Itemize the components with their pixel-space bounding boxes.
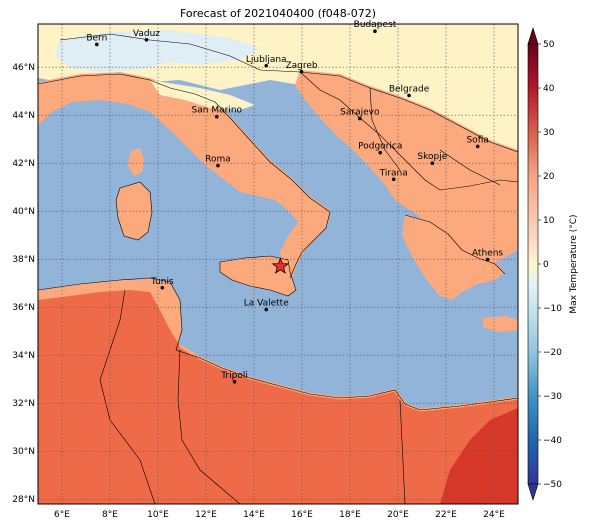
europe-cool-region [38, 24, 518, 190]
lon-tick-label: 6°E [54, 510, 70, 520]
colorbar-tick-label: −50 [543, 480, 562, 490]
lon-tick-label: 20°E [387, 510, 409, 520]
city-label: Sofia [466, 135, 488, 145]
city-dot [144, 38, 149, 42]
city-dot [391, 177, 396, 182]
colorbar-top-arrow [527, 26, 539, 45]
lat-tick-label: 42°N [12, 159, 35, 169]
star-marker-shape [271, 257, 290, 274]
city-dot [232, 380, 237, 384]
city-label: Tirana [379, 168, 408, 178]
city-label: Podgorica [358, 142, 402, 152]
city-dot [373, 29, 377, 33]
city-label: Roma [205, 155, 231, 165]
lat-tick-label: 36°N [12, 303, 35, 313]
colorbar-ticks: 50 40 30 20 10 0 −10 −20 −30 −40 −50 [538, 40, 562, 490]
alps-cold-region [55, 30, 260, 72]
city-dot [264, 307, 269, 312]
colorbar-tick-label: 20 [543, 172, 555, 182]
greece [402, 215, 505, 300]
colorbar-bottom-arrow [527, 483, 539, 502]
city-dot [430, 161, 435, 165]
lat-tick-label: 46°N [12, 63, 35, 73]
balkans-warm [295, 70, 518, 270]
lat-tick-label: 32°N [12, 399, 35, 409]
city-label: Zagreb [285, 61, 317, 71]
colorbar-tick-label: 30 [543, 128, 555, 138]
colorbar-tick-label: −30 [543, 392, 562, 402]
axis-ticks: 6°E 8°E 10°E 12°E 14°E 16°E 18°E 20°E 22°E 24°E 46… [12, 63, 505, 520]
city-dot [475, 144, 480, 149]
graticule [38, 24, 518, 504]
lon-tick-label: 8°E [102, 510, 118, 520]
lat-tick-label: 38°N [12, 255, 35, 265]
map-frame [37, 23, 519, 505]
city-label: Tripoli [220, 371, 248, 381]
city-dot [358, 116, 362, 121]
city-label: Vaduz [133, 29, 160, 39]
city-label: Tunis [150, 277, 174, 287]
city-dot [216, 163, 220, 168]
city-label: Bern [86, 33, 107, 43]
lat-tick-label: 28°N [12, 495, 35, 505]
city-dot [407, 93, 411, 98]
city-dot [485, 257, 490, 262]
city-dot [378, 150, 383, 155]
city-dot [299, 69, 304, 74]
crete [482, 316, 518, 332]
lon-tick-label: 16°E [291, 510, 313, 520]
map-title: Forecast of 2021040400 (f048-072) [179, 7, 377, 20]
city-label: Ljubljana [246, 55, 287, 65]
city-label: Athens [472, 249, 503, 259]
lon-tick-label: 14°E [243, 510, 265, 520]
lon-tick-label: 10°E [147, 510, 169, 520]
colorbar-bar [527, 43, 539, 485]
lon-tick-label: 22°E [435, 510, 457, 520]
colorbar-tick-label: 10 [543, 216, 555, 226]
lat-tick-label: 34°N [12, 351, 35, 361]
lon-tick-label: 24°E [483, 510, 505, 520]
lat-tick-label: 44°N [12, 111, 35, 121]
city-dot [160, 285, 165, 290]
po-valley-cool [150, 80, 255, 110]
city-label: Sarajevo [340, 108, 380, 118]
city-dot [95, 42, 99, 47]
egypt-very-hot [440, 408, 518, 504]
colorbar-tick-label: 0 [543, 260, 549, 270]
lat-tick-label: 40°N [12, 207, 35, 217]
city-label: San Marino [192, 106, 243, 116]
lat-tick-label: 30°N [12, 447, 35, 457]
city-label: Skopje [417, 152, 447, 162]
lon-tick-label: 12°E [195, 510, 217, 520]
colorbar-tick-label: −10 [543, 304, 562, 314]
star-marker [271, 257, 290, 274]
colorbar-tick-label: −40 [543, 436, 562, 446]
city-label: Belgrade [389, 85, 430, 95]
country-borders [38, 33, 518, 504]
city-label: Budapest [354, 20, 397, 30]
italy-balkans-warm [38, 72, 330, 278]
colorbar: 50 40 30 20 10 0 −10 −20 −30 −40 −50 Max Temperatu… [527, 26, 579, 502]
colorbar-label: Max Temperature (°C) [569, 214, 579, 313]
colorbar-tick-label: 50 [543, 40, 555, 50]
city-dot [264, 63, 269, 68]
city-dot [215, 114, 219, 119]
corsica [128, 148, 144, 176]
city-label: La Valette [244, 299, 289, 309]
colorbar-tick-label: 40 [543, 84, 555, 94]
lon-tick-label: 18°E [339, 510, 361, 520]
colorbar-tick-label: −20 [543, 348, 562, 358]
